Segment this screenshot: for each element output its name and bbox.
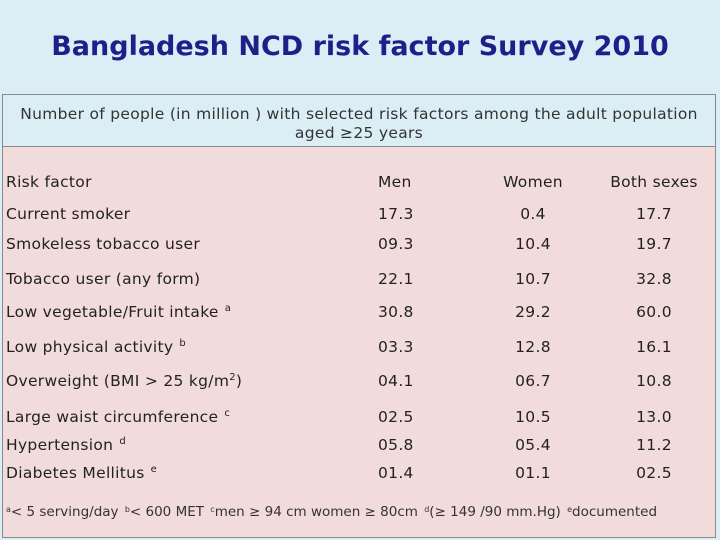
risk-factor-label: Large waist circumference c: [6, 408, 230, 426]
risk-factor-suffix: ): [235, 372, 243, 390]
risk-factor-label: Low vegetable/Fruit intake a: [6, 303, 231, 321]
table-row: Low physical activity b 03.3 12.8 16.1: [4, 338, 716, 364]
men-value: 04.1: [378, 372, 414, 390]
table-header-row: Risk factor Men Women Both sexes: [4, 173, 716, 199]
footnote-d: (≥ 149 /90 mm.Hg): [429, 504, 561, 520]
footnote-marker: c: [224, 408, 231, 419]
footnote-marker: d: [119, 436, 126, 447]
table-panel: [2, 146, 716, 538]
women-value: 29.2: [515, 303, 551, 321]
women-value: 0.4: [520, 205, 546, 223]
men-value: 02.5: [378, 408, 414, 426]
both-value: 32.8: [636, 270, 672, 288]
risk-factor-label: Hypertension d: [6, 436, 126, 454]
risk-factor-text: Low physical activity: [6, 338, 174, 356]
page-title: Bangladesh NCD risk factor Survey 2010: [51, 30, 669, 62]
table-row: Current smoker 17.3 0.4 17.7: [4, 205, 716, 231]
women-value: 12.8: [515, 338, 551, 356]
women-value: 01.1: [515, 464, 551, 482]
both-value: 13.0: [636, 408, 672, 426]
men-value: 30.8: [378, 303, 414, 321]
risk-factor-text: Diabetes Mellitus: [6, 464, 145, 482]
men-value: 05.8: [378, 436, 414, 454]
both-value: 10.8: [636, 372, 672, 390]
table-row: Low vegetable/Fruit intake a 30.8 29.2 60…: [4, 303, 716, 329]
men-value: 01.4: [378, 464, 414, 482]
men-value: 17.3: [378, 205, 414, 223]
risk-factor-label: Low physical activity b: [6, 338, 186, 356]
risk-factor-label: Current smoker: [6, 205, 131, 223]
superscript-two: 2: [229, 372, 236, 383]
footnote-marker: a: [224, 303, 232, 314]
footnote-mark-b: b: [124, 505, 130, 514]
risk-factor-label: Overweight (BMI > 25 kg/m2): [6, 372, 242, 390]
both-value: 60.0: [636, 303, 672, 321]
footnote-e: documented: [572, 504, 658, 520]
women-value: 10.5: [515, 408, 551, 426]
risk-factor-text: Overweight (BMI > 25 kg/m: [6, 372, 230, 390]
header-both-sexes: Both sexes: [610, 173, 698, 191]
footnote-b: < 600 MET: [129, 504, 204, 520]
both-value: 17.7: [636, 205, 672, 223]
table-row: Overweight (BMI > 25 kg/m2) 04.1 06.7 10…: [4, 372, 716, 398]
table-row: Hypertension d 05.8 05.4 11.2: [4, 436, 716, 462]
women-value: 10.4: [515, 235, 551, 253]
both-value: 11.2: [636, 436, 672, 454]
header-men: Men: [378, 173, 412, 191]
risk-factor-text: Hypertension: [6, 436, 114, 454]
footnotes: a< 5 serving/day b< 600 MET cmen ≥ 94 cm…: [4, 504, 716, 520]
men-value: 22.1: [378, 270, 414, 288]
women-value: 10.7: [515, 270, 551, 288]
risk-factor-label: Diabetes Mellitus e: [6, 464, 157, 482]
women-value: 05.4: [515, 436, 551, 454]
women-value: 06.7: [515, 372, 551, 390]
footnote-marker: b: [179, 338, 187, 349]
risk-factor-text: Large waist circumference: [6, 408, 219, 426]
footnote-mark-c: c: [210, 505, 215, 514]
risk-factor-label: Tobacco user (any form): [6, 270, 201, 288]
table-row: Diabetes Mellitus e 01.4 01.1 02.5: [4, 464, 716, 490]
both-value: 16.1: [636, 338, 672, 356]
table-row: Smokeless tobacco user 09.3 10.4 19.7: [4, 235, 716, 261]
both-value: 19.7: [636, 235, 672, 253]
footnote-mark-d: d: [424, 505, 430, 514]
men-value: 03.3: [378, 338, 414, 356]
table-row: Tobacco user (any form) 22.1 10.7 32.8: [4, 270, 716, 296]
table-caption: Number of people (in million ) with sele…: [2, 94, 716, 146]
footnote-a: < 5 serving/day: [10, 504, 119, 520]
footnote-mark-a: a: [6, 505, 11, 514]
footnote-marker: e: [150, 464, 158, 475]
risk-factor-text: Low vegetable/Fruit intake: [6, 303, 219, 321]
header-risk-factor: Risk factor: [6, 173, 92, 191]
men-value: 09.3: [378, 235, 414, 253]
table-row: Large waist circumference c 02.5 10.5 13.…: [4, 408, 716, 434]
footnote-mark-e: e: [567, 505, 573, 514]
header-women: Women: [503, 173, 563, 191]
risk-factor-label: Smokeless tobacco user: [6, 235, 201, 253]
both-value: 02.5: [636, 464, 672, 482]
footnote-c: men ≥ 94 cm women ≥ 80cm: [214, 504, 418, 520]
